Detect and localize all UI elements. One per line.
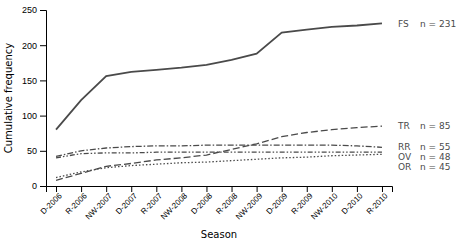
y-tick-mark xyxy=(40,10,46,11)
end-labels: FS n = 231 TR n = 85 RR n = 55 OV n = 48 OR n = 4… xyxy=(397,19,456,173)
x-tick-label: D-2009 xyxy=(264,191,289,216)
series-label: TR xyxy=(397,121,410,131)
x-tick: NW-2007 xyxy=(84,186,115,222)
y-tick: 100 xyxy=(22,111,46,121)
x-tick: D-2010 xyxy=(340,186,365,216)
y-tick-label: 0 xyxy=(32,181,37,191)
x-tick: R-2009 xyxy=(290,186,315,216)
series-label: FS xyxy=(398,19,409,29)
series-annotation: n = 55 xyxy=(420,142,450,152)
y-tick-mark xyxy=(40,186,46,187)
y-tick-mark xyxy=(40,151,46,152)
x-tick: NW-2009 xyxy=(234,186,265,222)
x-tick: NW-2010 xyxy=(309,186,340,222)
series-label: OV xyxy=(398,152,412,162)
y-tick-label: 100 xyxy=(22,111,37,121)
y-tick-mark xyxy=(40,116,46,117)
series-label: RR xyxy=(398,142,411,152)
x-tick-label: NW-2010 xyxy=(309,191,340,222)
y-axis-line xyxy=(40,11,47,187)
x-axis-line xyxy=(47,187,393,193)
x-tick: R-2006 xyxy=(64,186,89,216)
series-line xyxy=(56,126,382,180)
y-tick: 250 xyxy=(22,5,46,15)
series-line xyxy=(56,154,382,177)
series-annotation: n = 231 xyxy=(420,19,456,29)
x-tick-label: D-2010 xyxy=(340,191,365,216)
lines xyxy=(56,23,382,180)
x-axis: D-2006R-2006NW-2007D-2007R-2007NW-2008D-… xyxy=(39,186,393,222)
chart: D-2006R-2006NW-2007D-2007R-2007NW-2008D-… xyxy=(0,0,474,242)
x-tick-label: D-2006 xyxy=(39,191,64,216)
series-line xyxy=(56,145,382,156)
x-tick: D-2008 xyxy=(189,186,214,216)
y-tick-mark xyxy=(40,80,46,81)
series-label: OR xyxy=(398,162,411,172)
x-tick: D-2007 xyxy=(114,186,139,216)
x-tick-label: R-2010 xyxy=(365,191,390,216)
x-tick: R-2010 xyxy=(365,186,390,216)
y-tick: 50 xyxy=(27,146,46,156)
x-tick: NW-2008 xyxy=(159,186,190,222)
y-axis-title: Cumulative frequency xyxy=(3,43,14,153)
x-tick-label: D-2007 xyxy=(114,191,139,216)
x-tick-label: NW-2009 xyxy=(234,191,265,222)
y-tick-mark xyxy=(40,45,46,46)
series-annotation: n = 85 xyxy=(420,121,450,131)
y-tick-label: 200 xyxy=(22,41,37,51)
series-annotation: n = 45 xyxy=(420,162,450,172)
y-tick-label: 250 xyxy=(22,5,37,15)
y-tick-label: 150 xyxy=(22,76,37,86)
y-tick: 0 xyxy=(32,181,46,191)
x-axis-title: Season xyxy=(201,229,237,240)
series-annotation: n = 48 xyxy=(420,152,451,162)
plot-area: D-2006R-2006NW-2007D-2007R-2007NW-2008D-… xyxy=(22,5,456,221)
x-tick: D-2009 xyxy=(264,186,289,216)
y-tick: 200 xyxy=(22,41,46,51)
y-tick: 150 xyxy=(22,76,46,86)
y-axis: 0 50 100 150 200 250 xyxy=(22,5,47,191)
series-line xyxy=(56,152,382,158)
y-tick-label: 50 xyxy=(27,146,37,156)
x-tick: D-2006 xyxy=(39,186,64,216)
x-tick-label: NW-2008 xyxy=(159,191,190,222)
x-tick: R-2007 xyxy=(139,186,164,216)
x-tick-label: D-2008 xyxy=(189,191,214,216)
x-tick: R-2008 xyxy=(214,186,239,216)
x-tick-label: NW-2007 xyxy=(84,191,115,222)
series-line xyxy=(56,23,382,129)
